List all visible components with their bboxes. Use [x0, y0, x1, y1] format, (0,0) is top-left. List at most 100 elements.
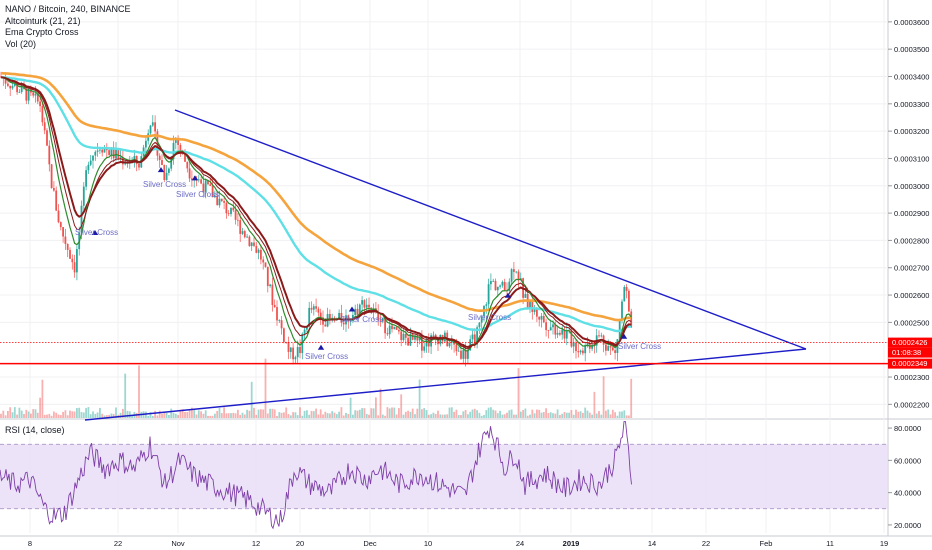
volume-bar [577, 411, 580, 418]
volume-bar [57, 414, 60, 418]
volume-bar [299, 407, 301, 418]
candle-body [262, 259, 265, 263]
candle-body [246, 236, 248, 238]
time-tick-label: Feb [760, 539, 773, 548]
candle-body [158, 155, 161, 161]
candle-body [117, 149, 120, 159]
volume-bar [437, 410, 439, 418]
price-tick-label: 0.0002300 [894, 373, 929, 382]
candle-body [455, 344, 458, 352]
candle-body [347, 315, 350, 322]
candle-body [598, 335, 600, 337]
candle-body [508, 281, 511, 292]
candle-body [289, 347, 292, 352]
legend-volume[interactable]: Vol (20) [5, 38, 37, 49]
volume-bar [496, 413, 499, 418]
volume-bar [393, 407, 396, 418]
candle-body [377, 311, 380, 321]
volume-bar [411, 408, 414, 418]
volume-bar [20, 410, 23, 418]
candle-body [299, 346, 301, 354]
volume-bar [494, 410, 497, 418]
volume-bar [607, 409, 610, 418]
volume-bar [18, 407, 21, 418]
candle-body [411, 334, 414, 340]
legend-symbol[interactable]: NANO / Bitcoin, 240, BINANCE [5, 4, 131, 14]
volume-bar [108, 414, 110, 418]
volume-bar [439, 414, 442, 418]
candle-body [27, 89, 30, 101]
candle-body [600, 335, 603, 337]
candle-body [50, 164, 53, 189]
candle-body [122, 157, 124, 165]
volume-bar [432, 412, 435, 418]
rsi-legend[interactable]: RSI (14, close) [5, 425, 65, 435]
candle-body [554, 324, 557, 335]
volume-bar [283, 412, 285, 418]
volume-bar [561, 413, 564, 418]
candle-body [510, 269, 513, 282]
volume-bar [209, 415, 212, 418]
price-tick-label: 0.0003400 [894, 72, 929, 81]
volume-bar [218, 408, 221, 418]
candle-body [464, 349, 467, 359]
cross-marker-icon [157, 167, 165, 173]
legend-altcointurk[interactable]: Altcointurk (21, 21) [5, 15, 81, 26]
candle-body [628, 290, 630, 312]
silver-cross-label: Silver Cross [340, 315, 383, 324]
volume-bar [92, 411, 94, 418]
price-tick-label: 0.0002800 [894, 236, 929, 245]
legend-ema-cross[interactable]: Ema Crypto Cross [5, 27, 79, 37]
volume-bar [598, 411, 600, 418]
volume-bar [517, 368, 520, 418]
volume-bar [0, 413, 2, 418]
volume-bar [402, 414, 405, 418]
volume-bar [584, 407, 587, 418]
volume-bar [184, 411, 186, 418]
volume-bar [303, 410, 306, 418]
candle-body [209, 184, 212, 187]
candle-body [607, 346, 610, 351]
volume-bar [66, 415, 69, 418]
volume-bar [216, 410, 219, 418]
silver-cross-label: Silver Cross [618, 342, 661, 351]
candle-body [154, 122, 156, 132]
time-tick-label: 14 [648, 539, 656, 548]
candle-body [317, 308, 320, 313]
volume-bar [36, 412, 39, 418]
volume-bar [416, 408, 419, 418]
volume-bar [595, 413, 598, 418]
volume-bar [388, 408, 391, 418]
volume-bar [30, 413, 32, 418]
candle-body [283, 328, 285, 342]
candle-body [48, 145, 51, 165]
volume-bar [600, 414, 603, 418]
volume-bar [76, 408, 78, 418]
volume-bar [237, 409, 239, 418]
time-tick-label: 8 [28, 539, 32, 548]
volume-bar [41, 379, 44, 418]
candle-body [421, 337, 423, 351]
candle-body [565, 330, 568, 339]
volume-bar [430, 414, 432, 418]
candle-body [358, 304, 361, 315]
volume-bar [103, 415, 106, 418]
volume-bar [165, 412, 168, 418]
candle-body [457, 350, 460, 352]
volume-bar [161, 413, 163, 418]
volume-bar [616, 415, 619, 418]
candle-body [480, 316, 483, 323]
candle-body [485, 304, 488, 306]
volume-bar [170, 408, 173, 418]
volume-bar [391, 407, 393, 418]
volume-bar [225, 413, 228, 418]
time-tick-label: Nov [171, 539, 185, 548]
volume-bar [172, 412, 175, 418]
volume-bar [478, 412, 481, 418]
time-tick-label: 19 [880, 539, 888, 548]
volume-bar [126, 410, 129, 418]
candle-body [630, 311, 633, 328]
candle-body [18, 91, 21, 93]
volume-bar [207, 415, 209, 418]
